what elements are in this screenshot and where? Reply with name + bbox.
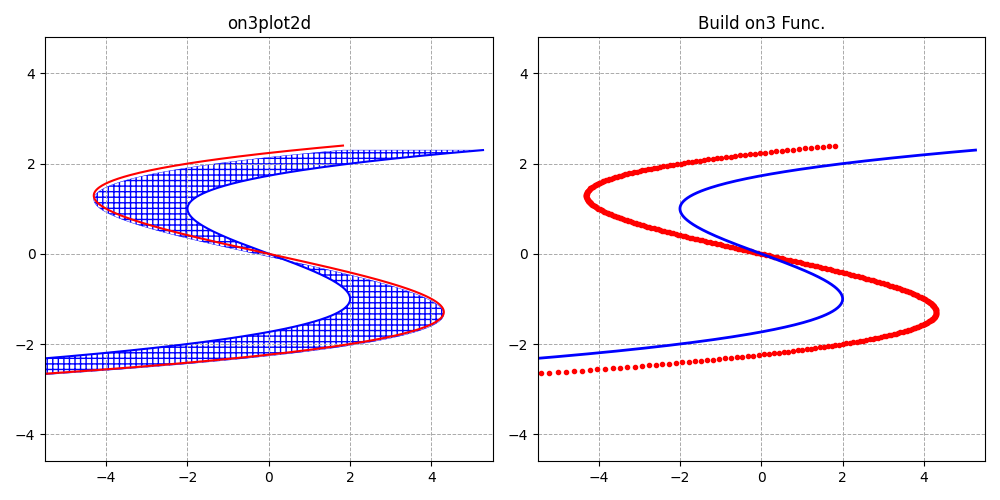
Title: on3plot2d: on3plot2d bbox=[227, 15, 311, 33]
Title: Build on3 Func.: Build on3 Func. bbox=[698, 15, 825, 33]
